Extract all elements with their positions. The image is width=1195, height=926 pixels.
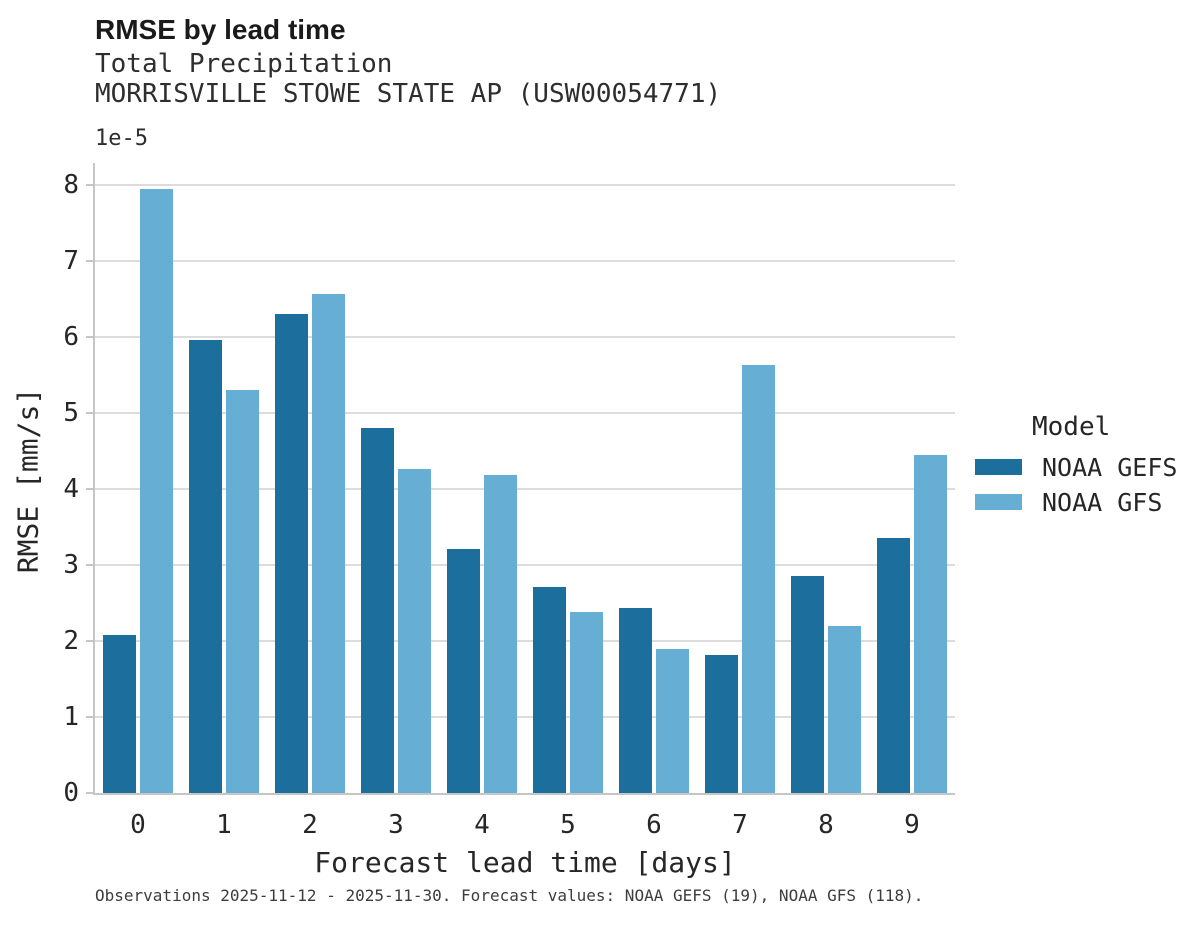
legend-row-noaa-gefs: NOAA GEFS bbox=[975, 452, 1190, 482]
y-tick-label-0: 0 bbox=[63, 778, 79, 808]
gridline-y2 bbox=[95, 640, 955, 643]
legend-label: NOAA GEFS bbox=[1042, 452, 1178, 482]
x-tick-label-5: 5 bbox=[560, 810, 576, 840]
x-tick-label-3: 3 bbox=[388, 810, 404, 840]
y-tick-mark-6 bbox=[86, 336, 93, 339]
bar-noaa-gfs-day8 bbox=[827, 625, 861, 793]
bar-noaa-gefs-day4 bbox=[447, 549, 481, 793]
x-tick-label-4: 4 bbox=[474, 810, 490, 840]
y-tick-label-8: 8 bbox=[63, 170, 79, 201]
chart-title: RMSE by lead time bbox=[95, 14, 346, 45]
bar-noaa-gefs-day6 bbox=[619, 608, 653, 793]
y-tick-mark-7 bbox=[86, 260, 93, 263]
y-tick-label-4: 4 bbox=[63, 474, 79, 505]
bar-noaa-gfs-day5 bbox=[569, 612, 603, 793]
y-tick-label-7: 7 bbox=[63, 246, 79, 277]
legend-title: Model bbox=[1032, 412, 1111, 442]
gridline-y4 bbox=[95, 488, 955, 491]
y-tick-mark-5 bbox=[86, 412, 93, 415]
legend: Model NOAA GEFS NOAA GFS bbox=[975, 412, 1190, 525]
y-tick-label-3: 3 bbox=[63, 550, 79, 580]
y-axis-spine bbox=[93, 163, 95, 795]
y-tick-label-1: 1 bbox=[63, 702, 79, 732]
y-tick-mark-1 bbox=[86, 716, 93, 719]
x-axis-label: Forecast lead time [days] bbox=[314, 846, 736, 879]
gridline-y6 bbox=[95, 336, 955, 339]
x-tick-label-0: 0 bbox=[130, 810, 146, 840]
bar-noaa-gfs-day0 bbox=[139, 188, 173, 793]
bar-noaa-gfs-day4 bbox=[483, 475, 517, 793]
y-tick-mark-3 bbox=[86, 564, 93, 567]
y-axis-offset-text: 1e-5 bbox=[95, 126, 148, 151]
y-tick-mark-0 bbox=[86, 792, 93, 794]
x-tick-label-2: 2 bbox=[302, 810, 318, 840]
chart-subtitle: Total Precipitation bbox=[95, 49, 393, 79]
bar-noaa-gefs-day8 bbox=[791, 575, 825, 793]
x-tick-label-8: 8 bbox=[818, 810, 834, 840]
bar-noaa-gfs-day1 bbox=[225, 390, 259, 793]
y-tick-mark-2 bbox=[86, 640, 93, 643]
bar-noaa-gfs-day3 bbox=[397, 468, 431, 793]
legend-swatch-icon bbox=[975, 494, 1022, 510]
legend-row-noaa-gfs: NOAA GFS bbox=[975, 487, 1190, 517]
legend-label: NOAA GFS bbox=[1042, 487, 1163, 517]
x-tick-label-1: 1 bbox=[216, 810, 232, 840]
y-tick-label-5: 5 bbox=[63, 398, 79, 429]
bar-noaa-gefs-day2 bbox=[275, 314, 309, 793]
bar-noaa-gefs-day0 bbox=[103, 634, 137, 793]
gridline-y7 bbox=[95, 260, 955, 263]
y-tick-label-6: 6 bbox=[63, 322, 79, 353]
bar-noaa-gefs-day5 bbox=[533, 587, 567, 793]
bar-noaa-gfs-day9 bbox=[913, 454, 947, 793]
gridline-y1 bbox=[95, 716, 955, 719]
y-tick-mark-4 bbox=[86, 488, 93, 491]
x-axis-spine bbox=[93, 793, 955, 795]
bar-noaa-gefs-day9 bbox=[877, 538, 911, 793]
gridline-y5 bbox=[95, 412, 955, 415]
y-tick-mark-8 bbox=[86, 184, 93, 187]
plot-area bbox=[86, 163, 955, 795]
bar-noaa-gefs-day1 bbox=[189, 340, 223, 793]
bar-noaa-gfs-day2 bbox=[311, 294, 345, 793]
x-tick-label-6: 6 bbox=[646, 810, 662, 840]
x-tick-label-7: 7 bbox=[732, 810, 748, 840]
x-tick-label-9: 9 bbox=[904, 810, 920, 840]
chart-station-label: MORRISVILLE STOWE STATE AP (USW00054771) bbox=[95, 79, 722, 109]
bar-noaa-gfs-day7 bbox=[741, 365, 775, 793]
bar-noaa-gefs-day7 bbox=[705, 654, 739, 793]
gridline-y3 bbox=[95, 564, 955, 567]
gridline-y8 bbox=[95, 184, 955, 187]
y-tick-label-2: 2 bbox=[63, 626, 79, 656]
legend-swatch-icon bbox=[975, 459, 1022, 475]
bar-noaa-gefs-day3 bbox=[361, 428, 395, 793]
footnote-caption: Observations 2025-11-12 - 2025-11-30. Fo… bbox=[95, 886, 924, 905]
bar-noaa-gfs-day6 bbox=[655, 648, 689, 793]
